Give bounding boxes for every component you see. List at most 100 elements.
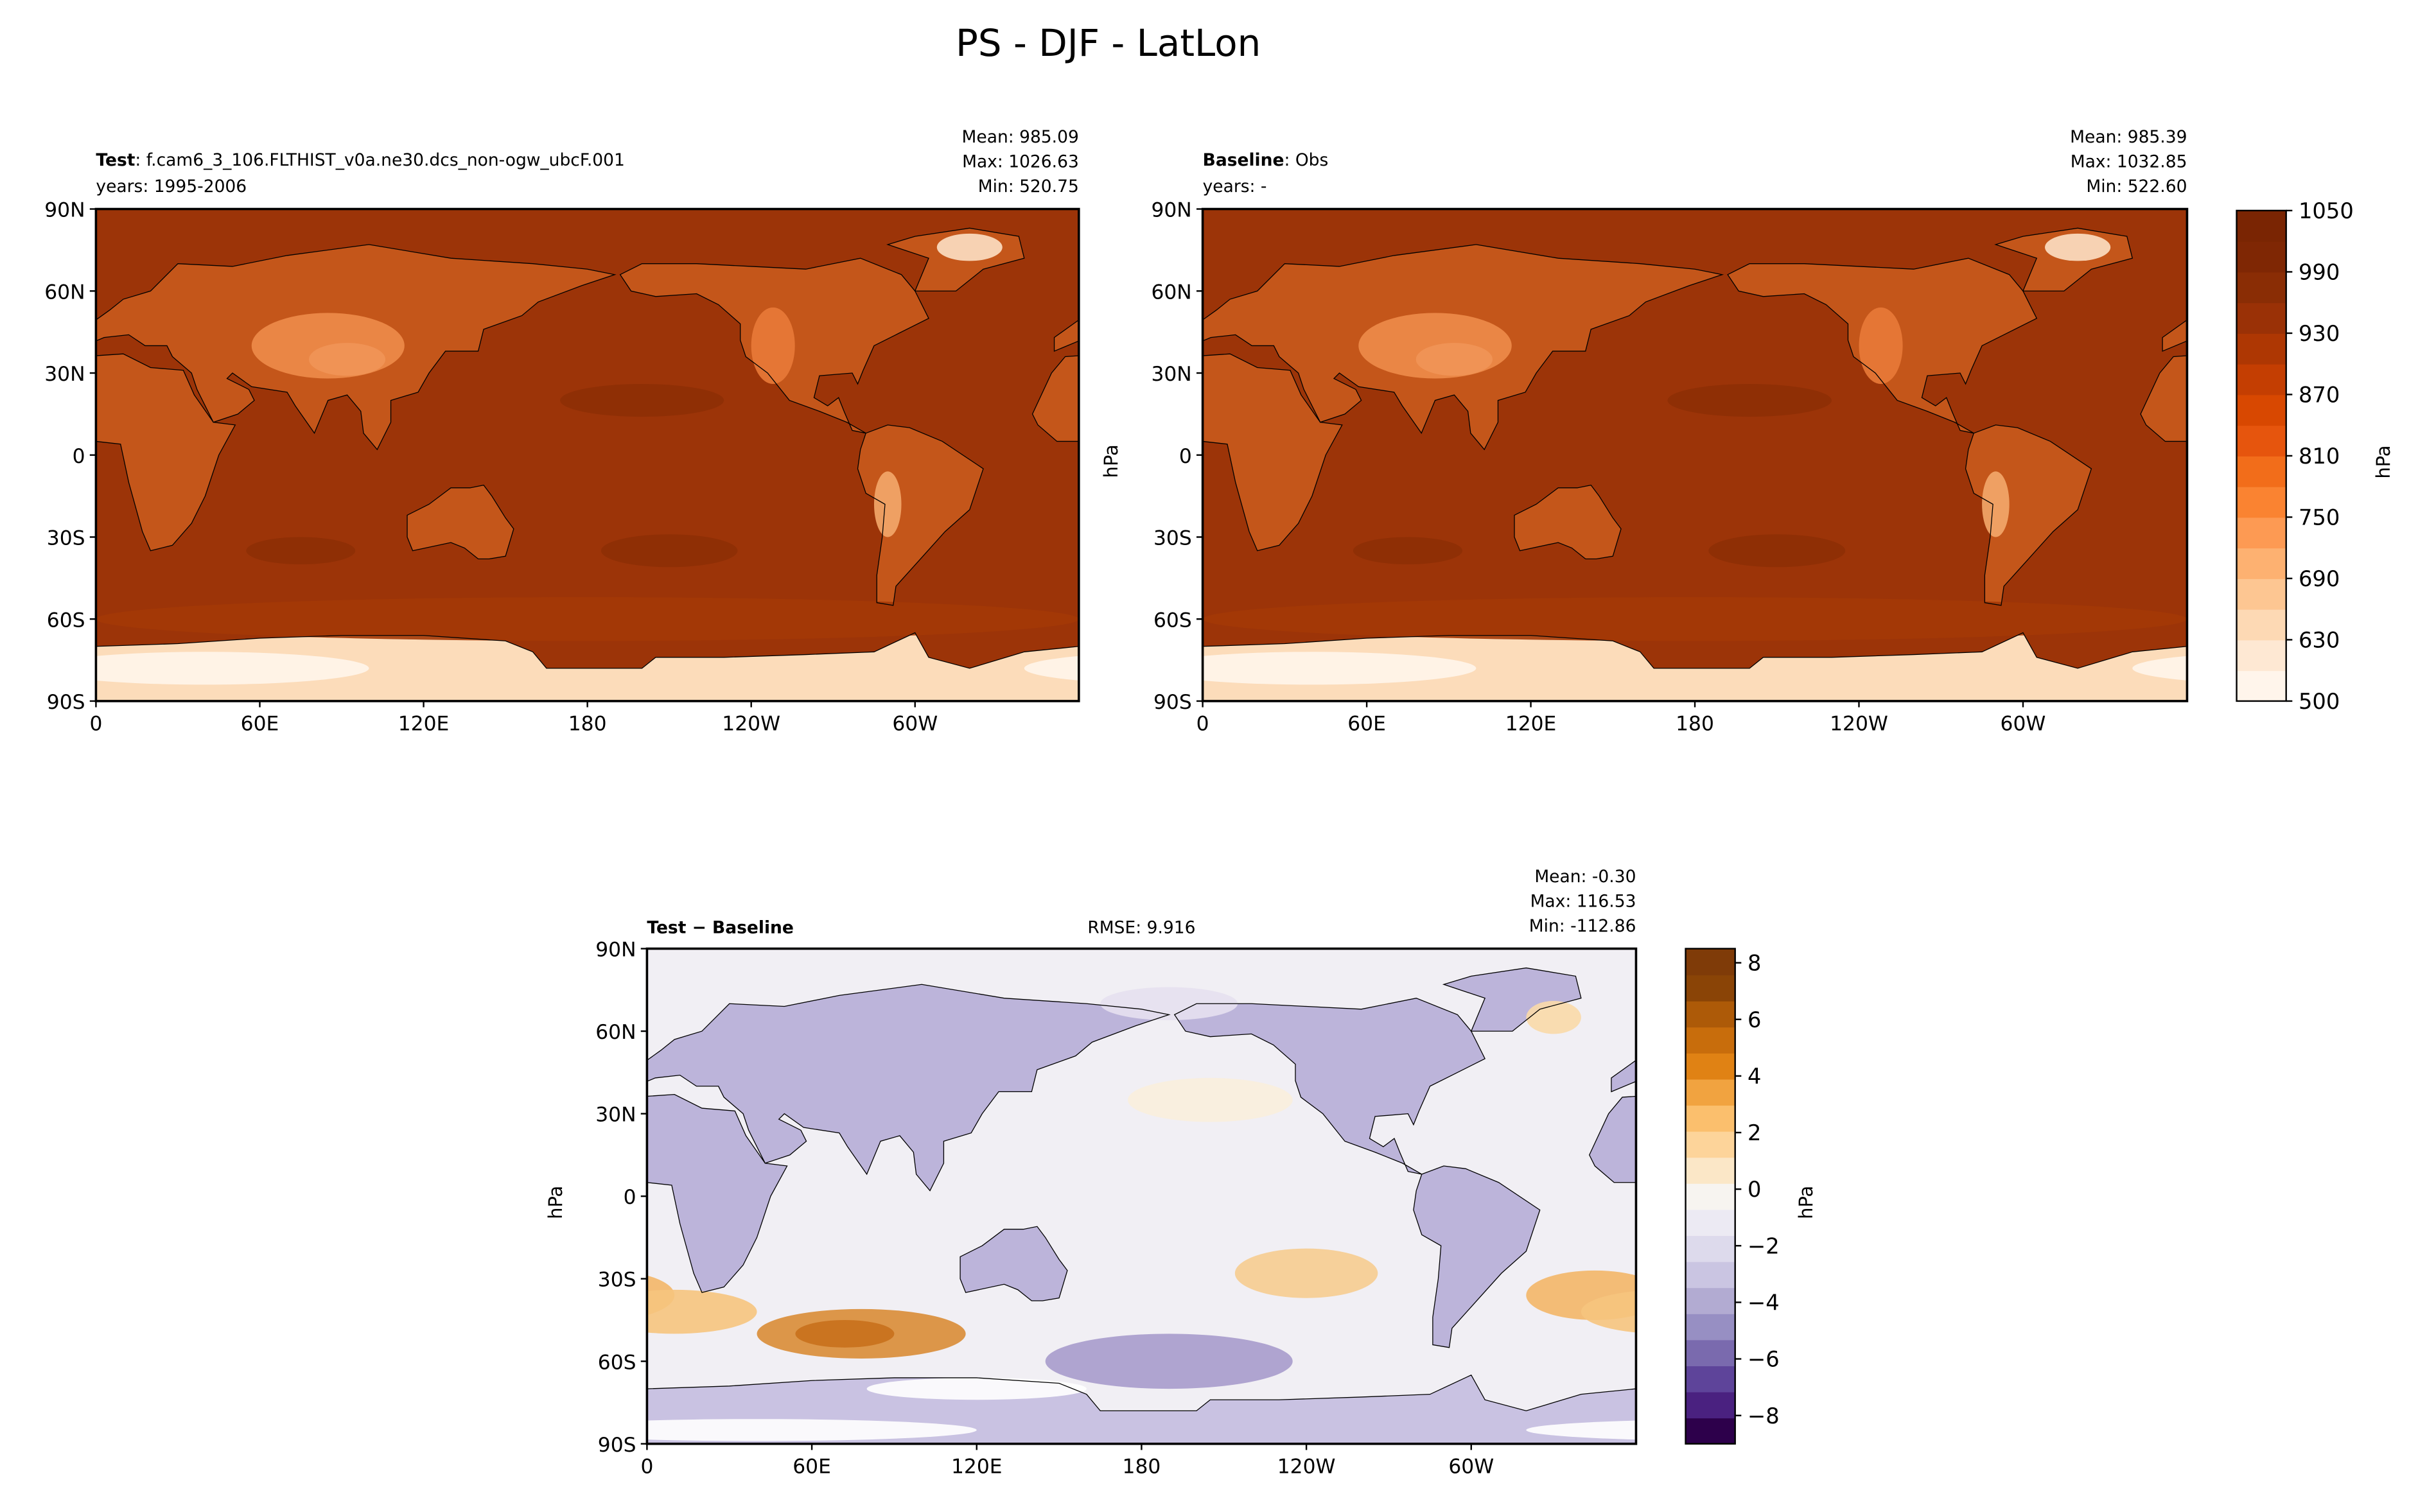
colorbar-band [2236,517,2286,549]
field-blob [1581,1290,1636,1333]
field-blob [2045,233,2111,261]
y-tick-label: 90N [44,199,85,222]
y-tick-label: 60S [598,1351,636,1374]
land [1589,1096,1636,1183]
field-blob [1234,1248,1378,1298]
land [0,1226,78,1301]
coastline [2164,998,2427,1174]
field-blob [751,307,795,385]
y-tick-label: 60S [1153,609,1192,632]
y-tick-label: 0 [1179,445,1192,468]
coastline [71,245,615,449]
field-blob [1045,1334,1293,1389]
panel-stat: Min: 520.75 [978,177,1079,196]
coastline [622,984,1169,1190]
x-tick-label: 60W [892,713,938,736]
x-tick-label: 60E [793,1456,831,1479]
y-tick-label: 0 [624,1186,636,1209]
coastline [0,984,180,1190]
land [857,424,984,605]
colorbar-tick-label: −6 [1748,1347,1780,1372]
panel-stat: Max: 1026.63 [962,152,1079,171]
field-blob [1100,987,1238,1020]
coastline [407,485,514,559]
y-tick-label: 30N [1151,363,1191,386]
x-tick-label: 180 [1676,713,1714,736]
x-tick-label: 0 [640,1456,653,1479]
panel-stat: Min: 522.60 [2086,177,2187,196]
colorbar-frame [1685,948,1736,1445]
continents [1156,228,2187,701]
y-tick-label: 60S [47,609,85,632]
field-blob [600,534,738,568]
colorbar-band [1685,1105,1735,1132]
field-blob [251,313,405,379]
colorbar-tick-label: 630 [2299,627,2340,652]
map-field [0,948,2427,1444]
field-blob [873,471,902,537]
panel-stat: Mean: -0.30 [1534,867,1636,887]
colorbar-band [2236,394,2286,426]
continents [600,968,1636,1444]
x-tick-label: 60W [1448,1456,1494,1479]
coastline [600,1095,787,1292]
field-blob [1784,1320,1883,1348]
field-blob [537,1001,592,1034]
panel-center-title: RMSE: 9.916 [1087,917,1195,937]
land [1965,424,2092,605]
field-blob [1859,307,1903,385]
colorbar-tick-label: −8 [1748,1403,1780,1429]
field-blob [96,597,1079,641]
coastline [2403,1166,2427,1348]
colorbar-band [1685,1287,1735,1314]
land [960,1226,1067,1301]
continents [2132,228,2427,701]
coastline [857,425,983,605]
figure-title: PS - DJF - LatLon [956,21,1261,65]
coastline [620,258,929,433]
coastline [0,425,1,605]
land [0,984,180,1190]
field-blob [111,987,249,1020]
colorbar-tick-label: −2 [1748,1233,1780,1258]
x-tick-label: 60W [2001,713,2046,736]
panel-title-bold: Test − Baseline [647,917,793,937]
colorbar-tick-label: 930 [2299,321,2340,346]
colorbar-band [1685,1261,1735,1289]
colorbar-tick-label: 500 [2299,689,2340,714]
coastline [455,968,592,1032]
colorbar-band [1685,1000,1735,1028]
map-field [0,209,1079,701]
coastline [1156,354,1342,551]
colorbar-band [2236,670,2286,702]
colorbar-tick-label: 870 [2299,382,2340,407]
panel-title: Test − Baseline [647,917,793,937]
field-blob [1202,597,2187,641]
panel-title: Test: f.cam6_3_106.FLTHIST_v0a.ne30.dcs_… [96,150,624,170]
field-blob [1353,537,1463,565]
field-blob [246,1249,389,1298]
land [647,984,1170,1191]
x-tick-label: 180 [1123,1456,1161,1479]
panel-title-bold: Test [96,150,135,170]
coastline [1514,485,1621,559]
colorbar-tick-label: 0 [1748,1177,1761,1202]
field-blob [866,1377,1087,1400]
coastline [1444,968,1581,1032]
field-blob [2338,537,2427,564]
colorbar-band [1685,1339,1735,1366]
colorbar: −8 −6 −4 −2 0 2 4 6 8 hPa [1685,948,1817,1445]
colorbar-band [1685,1391,1735,1419]
field-blob [2224,1249,2367,1298]
field-blob [2401,343,2427,376]
land [1413,1166,1540,1348]
y-tick-label: 90S [1153,691,1192,714]
colorbar-tick-label: 810 [2299,444,2340,469]
colorbar: 500 630 690 750 810 870 930 990 1050 hPa [2236,198,2394,714]
x-tick-label: 120W [722,713,780,736]
colorbar-tick-label: 6 [1748,1007,1761,1032]
x-tick-label: 120W [1277,1456,1336,1479]
field-blob [2117,1078,2282,1122]
panel-title-rest: : f.cam6_3_106.FLTHIST_v0a.ne30.dcs_non-… [135,150,624,170]
